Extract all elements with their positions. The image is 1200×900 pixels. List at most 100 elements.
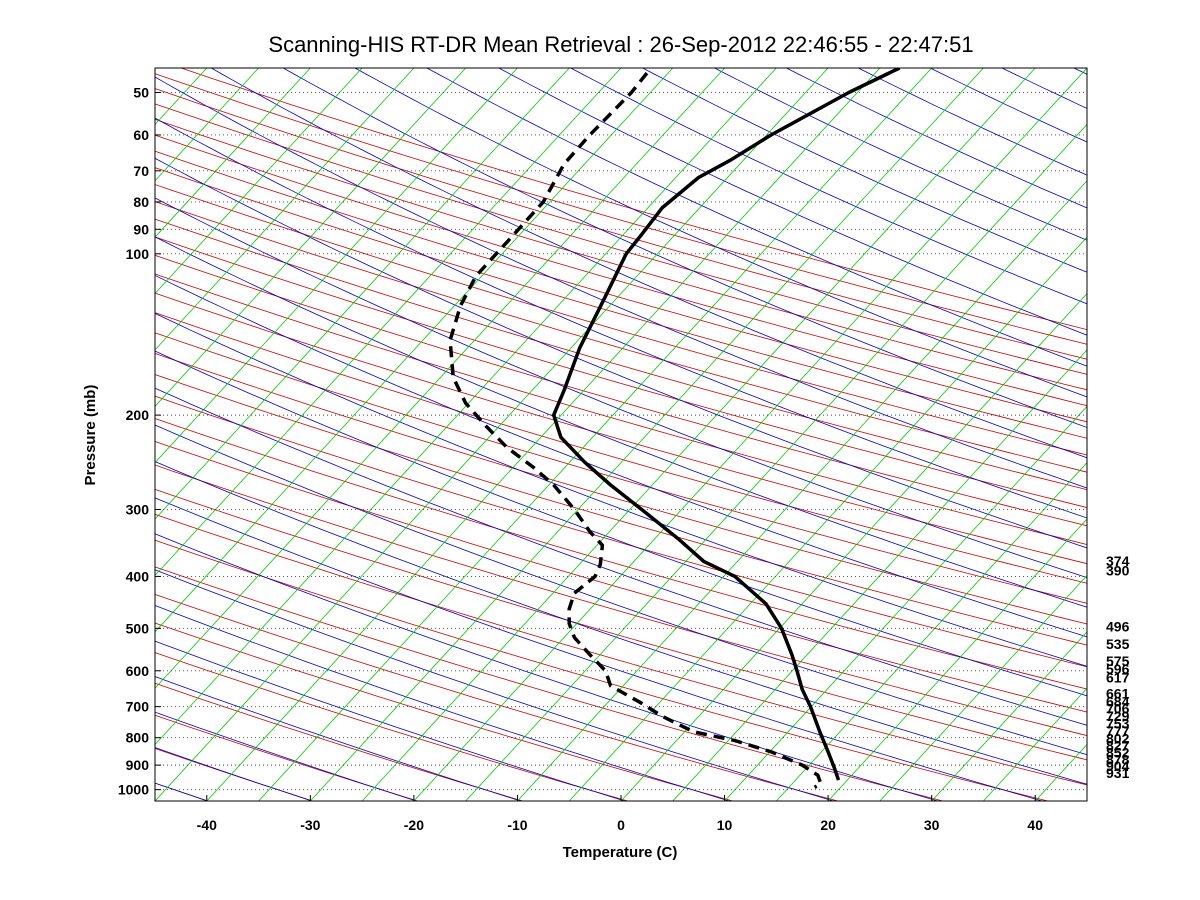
moist-adiabat-line: [283, 68, 1087, 428]
mixing-ratio-line: [776, 462, 1087, 801]
mixing-ratio-line: [1086, 800, 1087, 801]
right-level-label: 878: [1106, 751, 1130, 767]
dry-adiabat-line: [155, 395, 1087, 668]
dry-adiabat-line: [155, 488, 1087, 761]
y-tick-label: 800: [126, 730, 150, 746]
mixing-ratio-line: [724, 405, 1087, 801]
right-level-label: 390: [1106, 563, 1130, 579]
dry-adiabat-line: [155, 352, 1087, 625]
mixing-ratio-line: [413, 68, 1087, 801]
moist-adiabat-line: [155, 76, 1087, 489]
mixing-ratio-line: [620, 292, 1087, 801]
right-level-label: 827: [1106, 737, 1130, 753]
y-tick-label: 60: [133, 127, 149, 143]
moist-adiabat-line: [155, 424, 1087, 756]
moist-adiabat-line: [211, 68, 1087, 459]
moist-adiabat-line: [354, 68, 1087, 398]
mixing-ratio-line: [155, 68, 829, 801]
mixing-ratio-line: [155, 68, 777, 746]
y-tick-label: 50: [133, 85, 149, 101]
moist-adiabat-line: [1073, 68, 1087, 75]
y-tick-label: 400: [126, 568, 150, 584]
moist-adiabat-line: [155, 461, 1087, 785]
mixing-ratio-line: [155, 68, 259, 182]
x-tick-label: 0: [617, 817, 625, 833]
dry-adiabat-line: [155, 441, 1087, 713]
dry-adiabat-line: [155, 134, 1087, 407]
dry-adiabat-line: [155, 254, 1087, 527]
moist-adiabat-line: [155, 569, 834, 801]
mixing-ratio-line: [672, 349, 1087, 801]
mixing-ratio-line: [931, 631, 1087, 801]
mixing-ratio-line: [155, 68, 674, 633]
moist-adiabat-line: [155, 640, 626, 801]
moist-adiabat-line: [155, 350, 1087, 697]
dry-adiabat-line: [155, 312, 1087, 584]
y-tick-label: 90: [133, 221, 149, 237]
dry-adiabat-line: [155, 622, 733, 801]
moist-adiabat-line: [155, 497, 1043, 801]
moist-adiabat-line: [498, 68, 1087, 336]
x-tick-label: -40: [197, 817, 217, 833]
right-level-label: 706: [1106, 701, 1130, 717]
mixing-ratio-line: [155, 68, 725, 689]
right-level-label: 904: [1106, 758, 1130, 774]
moist-adiabat-line: [155, 711, 417, 801]
sounding-series: [448, 68, 901, 789]
y-tick-label: 1000: [118, 782, 149, 798]
x-tick-label: -20: [404, 817, 424, 833]
dry-adiabat-line: [155, 292, 1087, 565]
mixing-ratio-line: [155, 68, 466, 407]
y-tick-label: 500: [126, 620, 150, 636]
y-axis-label: Pressure (mb): [82, 385, 99, 486]
mixing-ratio-line: [983, 687, 1087, 801]
mixing-ratio-line: [155, 68, 622, 577]
moist-adiabat-line: [155, 157, 1087, 549]
right-level-label: 661: [1106, 685, 1130, 701]
mixing-ratio-line: [465, 123, 1087, 801]
dry-adiabat-line: [155, 464, 1087, 736]
right-level-label: 852: [1106, 744, 1130, 760]
mixing-ratio-line: [361, 68, 1036, 801]
dry-adiabat-line: [155, 594, 838, 801]
dry-adiabat-line: [155, 539, 1048, 801]
right-level-label: 535: [1106, 636, 1130, 652]
x-tick-label: 30: [924, 817, 940, 833]
right-level-label: 575: [1106, 653, 1130, 669]
y-tick-label: 300: [126, 501, 150, 517]
mixing-ratio-line: [155, 68, 363, 295]
mixing-ratio-line: [517, 180, 1087, 801]
y-axis-ticks: 50 60 70 80 90 100 200 300 400 500 600 700 800 900 100…: [118, 85, 161, 798]
mixing-ratio-line: [155, 68, 311, 238]
mixing-ratio-line: [568, 236, 1087, 801]
moist-adiabat-line: [155, 676, 521, 801]
dry-adiabat-line: [155, 374, 1087, 646]
right-level-label: 496: [1106, 618, 1130, 634]
right-level-label: 753: [1106, 716, 1130, 732]
moist-adiabat-line: [858, 68, 1087, 176]
dry-adiabat-line: [155, 118, 1087, 391]
dry-adiabat-line: [155, 332, 1087, 604]
y-tick-label: 100: [126, 246, 150, 262]
x-tick-label: 10: [717, 817, 733, 833]
x-axis-ticks: -40 -30 -20 -10 0 10 20 30 40: [197, 795, 1043, 833]
moist-adiabat-line: [1146, 68, 1200, 801]
dry-adiabat-line: [155, 652, 628, 801]
pressure-gridlines: [155, 92, 1087, 791]
mixing-ratio-line: [310, 68, 984, 801]
right-level-label: 684: [1106, 693, 1130, 709]
right-level-label: 617: [1106, 669, 1130, 685]
moist-adiabat-line: [929, 68, 1087, 143]
x-tick-label: -10: [507, 817, 527, 833]
moist-adiabat-line: [642, 68, 1087, 273]
right-level-label: 729: [1106, 708, 1130, 724]
mixing-ratio-line: [155, 68, 570, 520]
y-tick-label: 80: [133, 194, 149, 210]
mixing-ratio-line: [258, 68, 932, 801]
y-tick-label: 700: [126, 699, 150, 715]
moist-adiabat-line: [714, 68, 1087, 241]
temperature-profile-line: [551, 68, 901, 781]
dry-adiabat-line: [155, 73, 1087, 345]
mixing-ratio-line: [155, 68, 415, 351]
